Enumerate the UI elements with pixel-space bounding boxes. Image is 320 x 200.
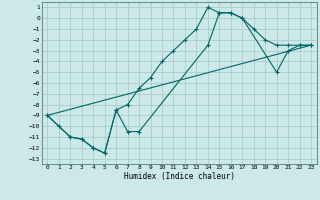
X-axis label: Humidex (Indice chaleur): Humidex (Indice chaleur) bbox=[124, 172, 235, 181]
